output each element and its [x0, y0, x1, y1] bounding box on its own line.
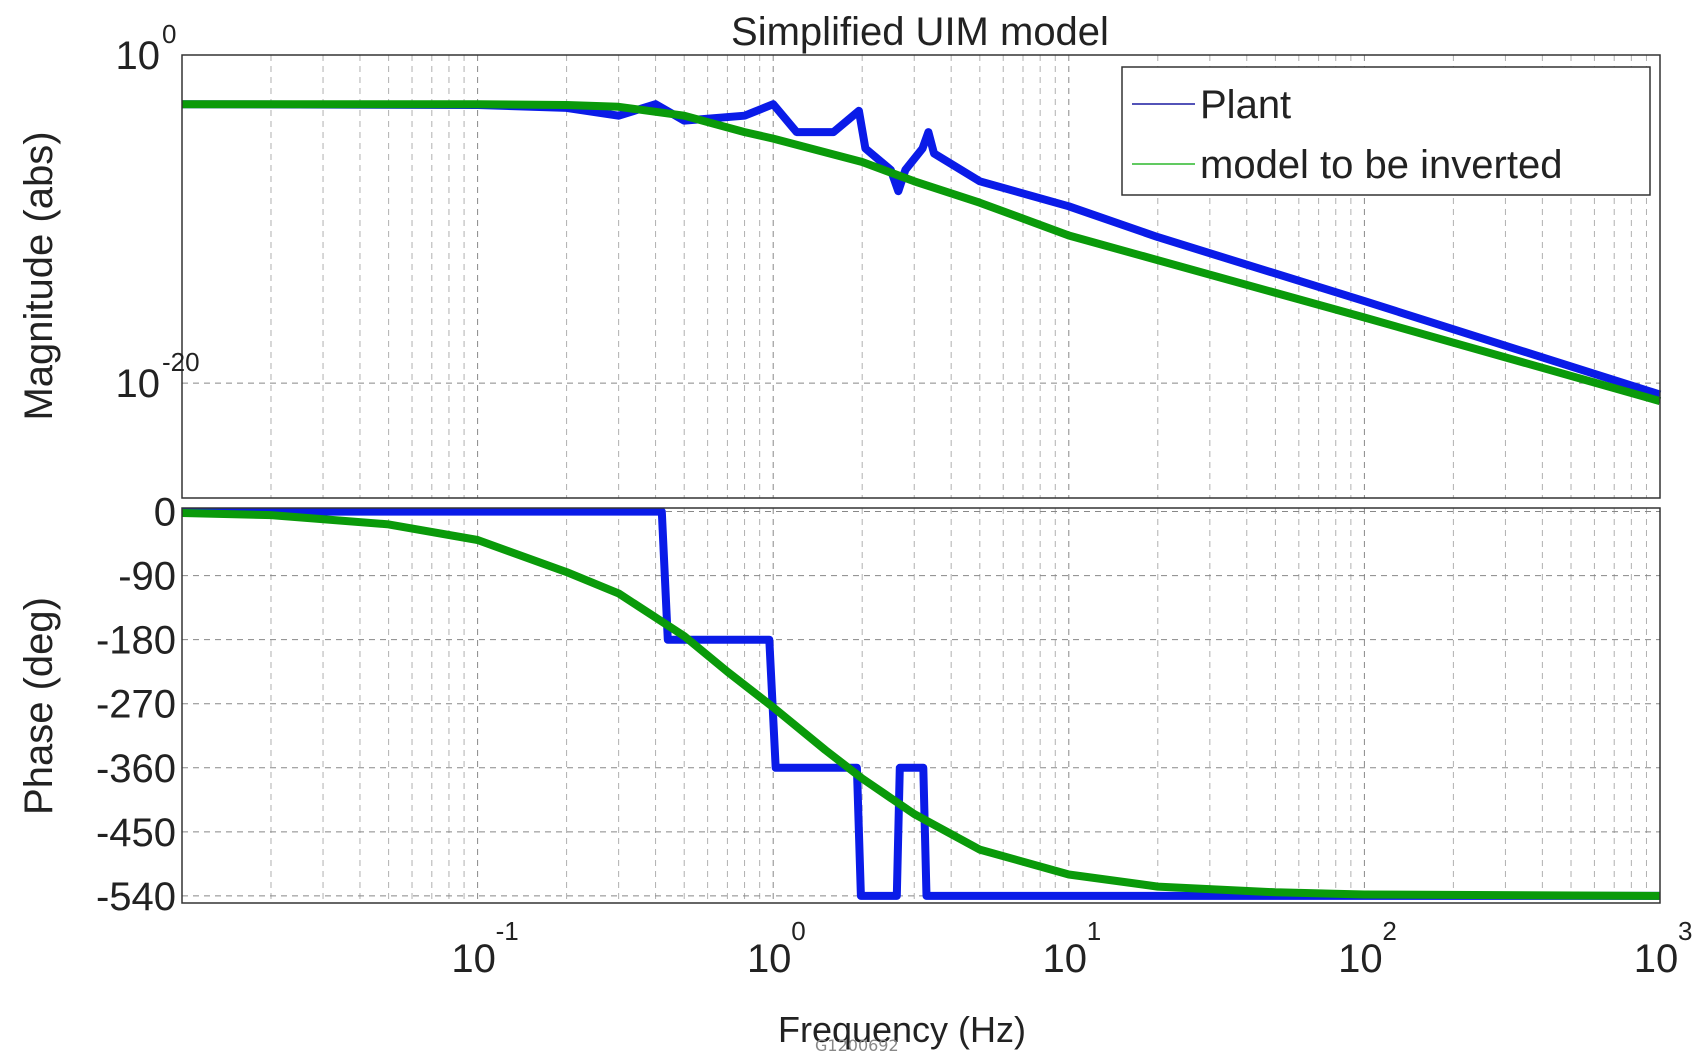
- legend-entry-model: model to be inverted: [1200, 143, 1562, 187]
- x-tick-label: 10: [451, 937, 496, 981]
- magnitude-y-ticks: 10 010 -20: [116, 19, 200, 406]
- x-tick-label: 10: [1634, 937, 1679, 981]
- x-tick-label: 10: [1338, 937, 1383, 981]
- magnitude-y-label: Magnitude (abs): [17, 131, 61, 420]
- y-tick-label: -360: [96, 747, 176, 791]
- phase-series: [181, 507, 1661, 900]
- x-axis-label: Frequency (Hz): [778, 1009, 1026, 1050]
- document-id: G1200692: [815, 1036, 899, 1055]
- series-line-model: [181, 509, 1661, 900]
- x-tick-label-exponent: 1: [1087, 916, 1101, 946]
- chart-title: Simplified UIM model: [731, 10, 1109, 54]
- phase-panel: 0 -90 -180 -270 -360 -450 -540 Phase (deg): [17, 491, 1661, 919]
- legend-entry-plant: Plant: [1200, 83, 1291, 127]
- x-tick-label-exponent: 0: [791, 916, 805, 946]
- y-tick-label: 0: [154, 491, 176, 535]
- magnitude-series: [181, 100, 1662, 405]
- y-tick-label-exponent: -20: [162, 347, 200, 377]
- x-tick-label: 10: [747, 937, 792, 981]
- phase-plot-area: [182, 508, 1660, 903]
- x-tick-label: 10: [1043, 937, 1088, 981]
- y-tick-label: -90: [118, 555, 176, 599]
- magnitude-panel: 10 010 -20 Magnitude (abs) Plant model to …: [17, 19, 1662, 499]
- y-tick-label: 10: [116, 34, 161, 78]
- phase-y-label: Phase (deg): [17, 597, 61, 815]
- x-tick-label-exponent: 2: [1382, 916, 1396, 946]
- y-tick-label: -180: [96, 619, 176, 663]
- y-tick-label: 10: [116, 362, 161, 406]
- legend-box: [1121, 66, 1651, 196]
- series-line-plant: [182, 507, 1660, 900]
- magnitude-plot-frame: [181, 54, 1661, 499]
- x-tick-label-exponent: 3: [1678, 916, 1692, 946]
- y-tick-label: -270: [96, 683, 176, 727]
- series-line-model: [182, 100, 1662, 405]
- legend: Plant model to be inverted: [1121, 66, 1651, 196]
- x-tick-label-exponent: -1: [496, 916, 519, 946]
- y-tick-label: -450: [96, 811, 176, 855]
- y-tick-label: -540: [96, 875, 176, 919]
- phase-y-ticks: 0 -90 -180 -270 -360 -450 -540: [96, 491, 176, 919]
- y-tick-label-exponent: 0: [162, 19, 176, 49]
- phase-plot-frame: [181, 507, 1661, 904]
